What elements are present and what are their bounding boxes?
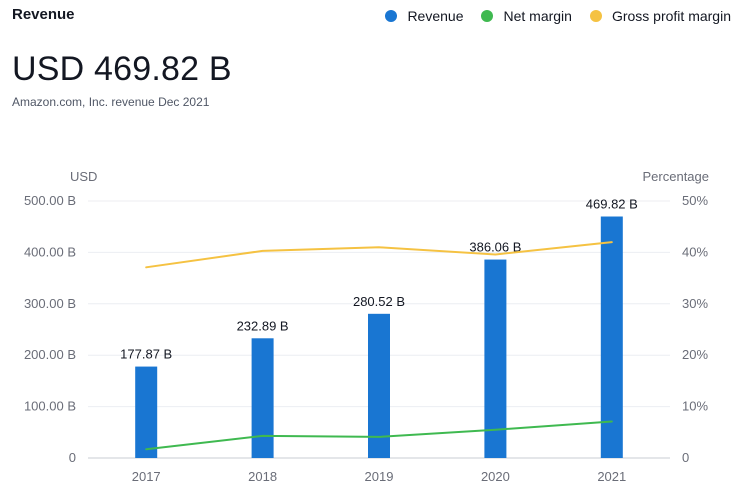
right-axis-unit: Percentage: [643, 169, 710, 184]
left-axis-tick-label: 500.00 B: [24, 193, 76, 208]
left-axis-tick-label: 100.00 B: [24, 399, 76, 414]
right-axis-tick-label: 0: [682, 450, 689, 465]
x-axis-tick-label: 2018: [248, 469, 277, 484]
bar-data-label: 469.82 B: [586, 197, 638, 212]
right-axis-tick-label: 50%: [682, 193, 708, 208]
revenue-bar[interactable]: [252, 338, 274, 458]
gross-profit-margin-line[interactable]: [146, 242, 612, 267]
bar-data-label: 232.89 B: [237, 318, 289, 333]
x-axis-tick-label: 2020: [481, 469, 510, 484]
right-axis-tick-label: 10%: [682, 399, 708, 414]
left-axis-tick-label: 300.00 B: [24, 296, 76, 311]
bar-data-label: 280.52 B: [353, 294, 405, 309]
left-axis-unit: USD: [70, 169, 97, 184]
left-axis-tick-label: 0: [69, 450, 76, 465]
revenue-chart: USD Percentage 0 100.00 B 200.00 B 300.00 B 40…: [0, 0, 741, 486]
left-axis-tick-label: 400.00 B: [24, 244, 76, 259]
right-axis-tick-label: 30%: [682, 296, 708, 311]
right-axis-tick-label: 20%: [682, 347, 708, 362]
right-axis-tick-label: 40%: [682, 244, 708, 259]
x-axis-tick-label: 2017: [132, 469, 161, 484]
x-axis-tick-label: 2021: [597, 469, 626, 484]
revenue-bar[interactable]: [135, 367, 157, 458]
x-axis-tick-label: 2019: [365, 469, 394, 484]
bar-data-label: 177.87 B: [120, 347, 172, 362]
left-axis-tick-label: 200.00 B: [24, 347, 76, 362]
